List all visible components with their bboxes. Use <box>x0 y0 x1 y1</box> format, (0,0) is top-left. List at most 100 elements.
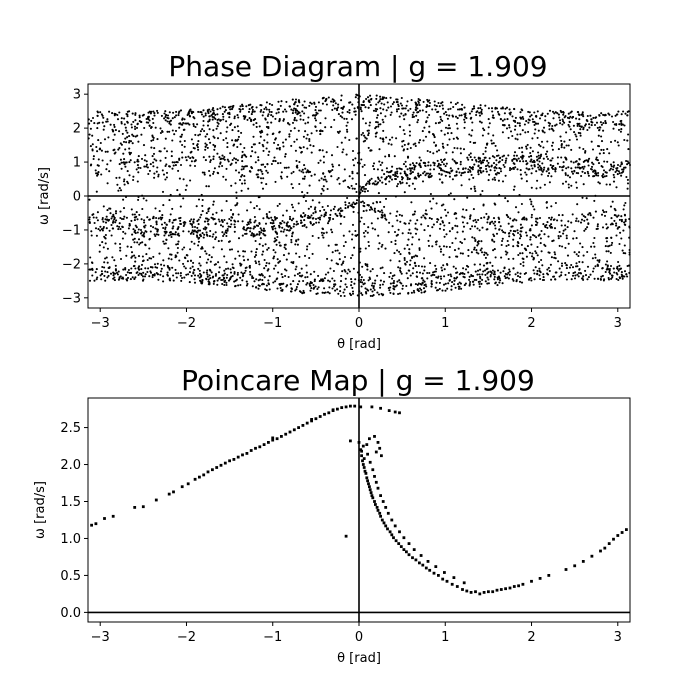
phase-point <box>531 233 535 237</box>
phase-point <box>428 105 431 108</box>
phase-point <box>197 237 200 240</box>
phase-point <box>558 165 561 168</box>
phase-point <box>410 201 413 204</box>
phase-point <box>456 271 459 274</box>
phase-point <box>477 242 480 245</box>
phase-point <box>252 227 255 230</box>
phase-point <box>172 274 175 277</box>
phase-point <box>88 122 91 125</box>
phase-point <box>137 155 140 158</box>
phase-point <box>259 135 262 138</box>
phase-point <box>113 259 116 262</box>
phase-point <box>369 94 372 97</box>
phase-point <box>263 139 266 142</box>
phase-point <box>476 110 479 113</box>
phase-point <box>570 184 573 187</box>
phase-point <box>193 160 196 163</box>
phase-point <box>405 260 409 263</box>
phase-point <box>434 144 437 147</box>
phase-point <box>397 292 400 296</box>
phase-point <box>539 166 542 169</box>
phase-point <box>450 288 453 291</box>
phase-point <box>418 139 422 142</box>
phase-point <box>456 231 459 234</box>
phase-point <box>193 274 197 277</box>
phase-point <box>201 279 204 282</box>
phase-point <box>612 127 615 130</box>
phase-point <box>272 249 275 252</box>
poincare-point <box>365 443 369 446</box>
phase-point <box>478 166 482 170</box>
poincare-point <box>443 571 446 574</box>
phase-point <box>225 283 228 287</box>
phase-point <box>597 171 600 175</box>
phase-point <box>576 124 579 127</box>
phase-point <box>348 186 351 190</box>
phase-point <box>99 141 102 145</box>
phase-point <box>402 107 405 110</box>
phase-point <box>166 114 170 117</box>
phase-point <box>286 229 289 232</box>
phase-point <box>562 120 565 123</box>
phase-point <box>107 136 110 139</box>
phase-point <box>295 220 298 223</box>
phase-point <box>498 277 501 280</box>
phase-point <box>146 270 149 274</box>
phase-point <box>467 171 470 174</box>
phase-point <box>378 100 381 103</box>
phase-point <box>227 240 231 243</box>
phase-point <box>435 243 438 246</box>
phase-point <box>314 105 318 108</box>
phase-point <box>125 273 128 277</box>
phase-point <box>303 291 306 294</box>
phase-point <box>477 218 480 222</box>
phase-point <box>208 155 211 158</box>
phase-point <box>577 131 580 134</box>
phase-point <box>104 221 108 224</box>
phase-point <box>413 187 416 190</box>
phase-point <box>242 250 245 253</box>
phase-point <box>456 127 459 130</box>
phase-point <box>246 209 249 212</box>
phase-point <box>165 223 168 226</box>
poincare-point <box>445 579 449 583</box>
phase-point <box>220 278 223 282</box>
phase-point <box>369 206 372 209</box>
phase-point <box>520 230 523 233</box>
phase-point <box>161 190 165 193</box>
phase-point <box>305 264 308 267</box>
phase-point <box>431 108 434 111</box>
phase-point <box>405 182 408 185</box>
phase-point <box>602 173 605 176</box>
phase-point <box>413 262 416 265</box>
phase-point <box>464 167 467 170</box>
phase-point <box>443 133 446 136</box>
phase-point <box>92 155 95 158</box>
phase-point <box>377 125 380 128</box>
phase-point <box>403 118 406 121</box>
phase-point <box>159 216 162 219</box>
phase-point <box>130 267 133 270</box>
phase-point <box>394 173 397 176</box>
phase-point <box>290 261 293 264</box>
phase-point <box>292 217 295 220</box>
phase-point <box>230 216 233 219</box>
phase-point <box>214 274 217 277</box>
phase-point <box>436 165 439 168</box>
phase-point <box>308 138 311 141</box>
phase-point <box>88 216 91 219</box>
phase-point <box>155 271 158 275</box>
phase-point <box>116 225 119 228</box>
phase-diagram-reference-lines <box>88 84 630 308</box>
poincare-point <box>267 441 270 444</box>
phase-point <box>234 257 237 260</box>
phase-point <box>461 103 464 106</box>
phase-point <box>381 283 384 286</box>
phase-point <box>609 205 613 208</box>
phase-point <box>416 228 419 231</box>
phase-point <box>539 237 542 240</box>
phase-point <box>114 212 118 215</box>
phase-point <box>148 247 151 250</box>
phase-point <box>210 256 213 259</box>
phase-point <box>375 201 379 204</box>
